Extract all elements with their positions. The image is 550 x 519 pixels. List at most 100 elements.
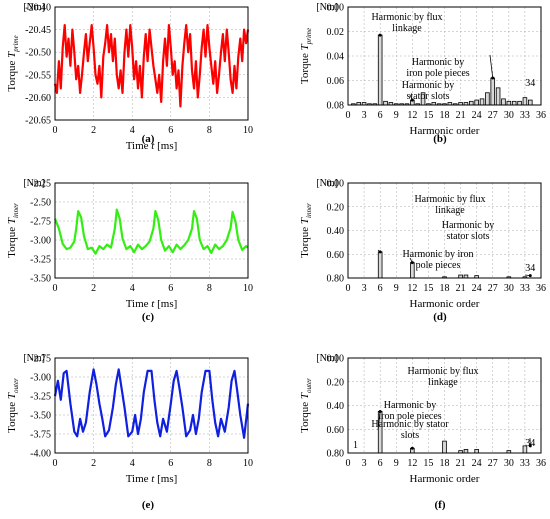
x-tick-label: 10 [243, 283, 253, 294]
x-tick-label: 6 [168, 283, 173, 294]
x-axis-label: Harmonic order [410, 473, 480, 485]
x-tick-label: 24 [472, 458, 482, 469]
unit-label: [Nm] [23, 353, 45, 364]
y-tick-label: -20.55 [25, 70, 51, 81]
corner-label: 1 [353, 440, 358, 451]
x-tick-label: 0 [346, 458, 351, 469]
harmonic-bar [410, 262, 415, 279]
annotation-text: stator slots [446, 231, 489, 242]
x-tick-label: 30 [504, 283, 514, 294]
x-tick-label: 8 [207, 125, 212, 136]
y-tick-label: -2.75 [30, 217, 51, 228]
x-axis-label: Harmonic order [410, 298, 480, 310]
y-axis-label: Torque Tprime [299, 28, 313, 84]
y-tick-label: 0.00 [327, 3, 345, 14]
x-tick-label: 6 [378, 110, 383, 121]
y-axis-label: Torque Tinner [6, 203, 20, 258]
x-tick-label: 4 [130, 125, 135, 136]
y-tick-label: -3.75 [30, 430, 51, 441]
x-tick-label: 3 [362, 283, 367, 294]
harmonic-34-label: 34 [525, 78, 535, 89]
harmonic-bar [511, 100, 517, 106]
harmonic-bar [383, 100, 388, 106]
y-tick-label: -2.75 [30, 354, 51, 365]
y-tick-label: -2.25 [30, 179, 51, 190]
annotation-text: linkage [392, 23, 422, 34]
panel-c: 0 2 4 6 8 10 -2.25 -2.50 -2.75 -3.00 -3.25 -3.50 Tor… [6, 178, 253, 323]
x-tick-label: 9 [394, 458, 399, 469]
panel-e: 0 2 4 6 8 10 -2.75 -3.00 -3.25 -3.50 -3.75 -4.00 Tor… [6, 353, 253, 511]
y-tick-label: -3.00 [30, 373, 51, 384]
annotation-text: linkage [435, 205, 465, 216]
harmonic-bar [485, 92, 490, 106]
x-tick-label: 6 [378, 283, 383, 294]
x-tick-label: 3 [362, 458, 367, 469]
x-tick-label: 12 [407, 458, 417, 469]
arrow-head [410, 98, 414, 102]
x-tick-label: 3 [362, 110, 367, 121]
x-tick-label: 33 [520, 283, 530, 294]
x-tick-label: 4 [130, 458, 135, 469]
plot-frame [347, 357, 542, 454]
x-tick-label: 6 [168, 125, 173, 136]
x-tick-label: 21 [456, 110, 466, 121]
x-tick-label: 12 [407, 110, 417, 121]
x-axis-label: Time t [ms] [126, 473, 178, 485]
harmonic-bar [528, 99, 533, 106]
x-tick-label: 15 [423, 283, 433, 294]
y-tick-label: -20.60 [25, 93, 51, 104]
harmonic-bar [517, 100, 522, 106]
y-tick-label: -2.50 [30, 198, 51, 209]
y-tick-label: 0.40 [327, 226, 345, 237]
y-axis-label: Torque Tinner [299, 203, 313, 258]
x-tick-label: 15 [423, 110, 433, 121]
y-tick-label: 0.80 [327, 449, 345, 460]
harmonic-bar [377, 34, 383, 106]
y-tick-label: 0.00 [327, 179, 345, 190]
y-tick-label: -20.45 [25, 25, 51, 36]
harmonic-34-label: 34 [525, 438, 535, 449]
harmonic-bar [506, 100, 512, 106]
annotation-text: Harmonic by flux [414, 194, 485, 205]
annotation-text: stator slots [406, 91, 449, 102]
x-tick-label: 24 [472, 283, 482, 294]
plot-frame [347, 182, 542, 279]
annotation-text: slots [401, 430, 419, 441]
annotation-text: Harmonic by flux [407, 366, 478, 377]
x-tick-label: 27 [488, 458, 498, 469]
harmonic-bar [463, 449, 469, 454]
y-tick-label: 0.80 [327, 274, 345, 285]
unit-label: [Nm] [316, 178, 338, 189]
y-tick-label: -4.00 [30, 449, 51, 460]
panel-b: 0 3 6 9 12 15 18 21 24 27 30 33 360.000.020.040.060.… [299, 2, 546, 145]
y-tick-label: 0.60 [327, 250, 345, 261]
unit-label: [Nm] [316, 2, 338, 13]
x-tick-label: 9 [394, 110, 399, 121]
harmonic-bar [501, 98, 506, 106]
panel-f: 0 3 6 9 12 15 18 21 24 27 30 33 360.000.200.400.600.… [299, 353, 546, 511]
x-tick-label: 30 [504, 458, 514, 469]
x-tick-label: 2 [91, 458, 96, 469]
x-axis-label: Harmonic order [410, 125, 480, 137]
harmonic-bar [495, 87, 501, 106]
y-axis-label: Torque Touter [299, 378, 313, 433]
x-tick-label: 9 [394, 283, 399, 294]
harmonic-bar [474, 449, 479, 454]
y-tick-label: 0.20 [327, 377, 345, 388]
panel-a: 0 2 4 6 8 10 -20.40 -20.45 -20.50 -20.55 -20.60 -20… [6, 2, 253, 152]
x-tick-label: 10 [243, 458, 253, 469]
harmonic-bar [490, 77, 496, 106]
arrow-head [378, 33, 382, 37]
y-tick-label: -3.25 [30, 392, 51, 403]
annotation-text: Harmonic by [384, 400, 437, 411]
y-tick-label: -20.65 [25, 116, 51, 127]
arrow-head [410, 446, 414, 450]
y-tick-label: 0.20 [327, 202, 345, 213]
x-tick-label: 0 [53, 458, 58, 469]
arrow-head [410, 261, 414, 265]
harmonic-bar [469, 100, 474, 106]
annotation-arrow [489, 54, 494, 79]
arrow-head [378, 409, 382, 413]
y-tick-label: 0.60 [327, 425, 345, 436]
